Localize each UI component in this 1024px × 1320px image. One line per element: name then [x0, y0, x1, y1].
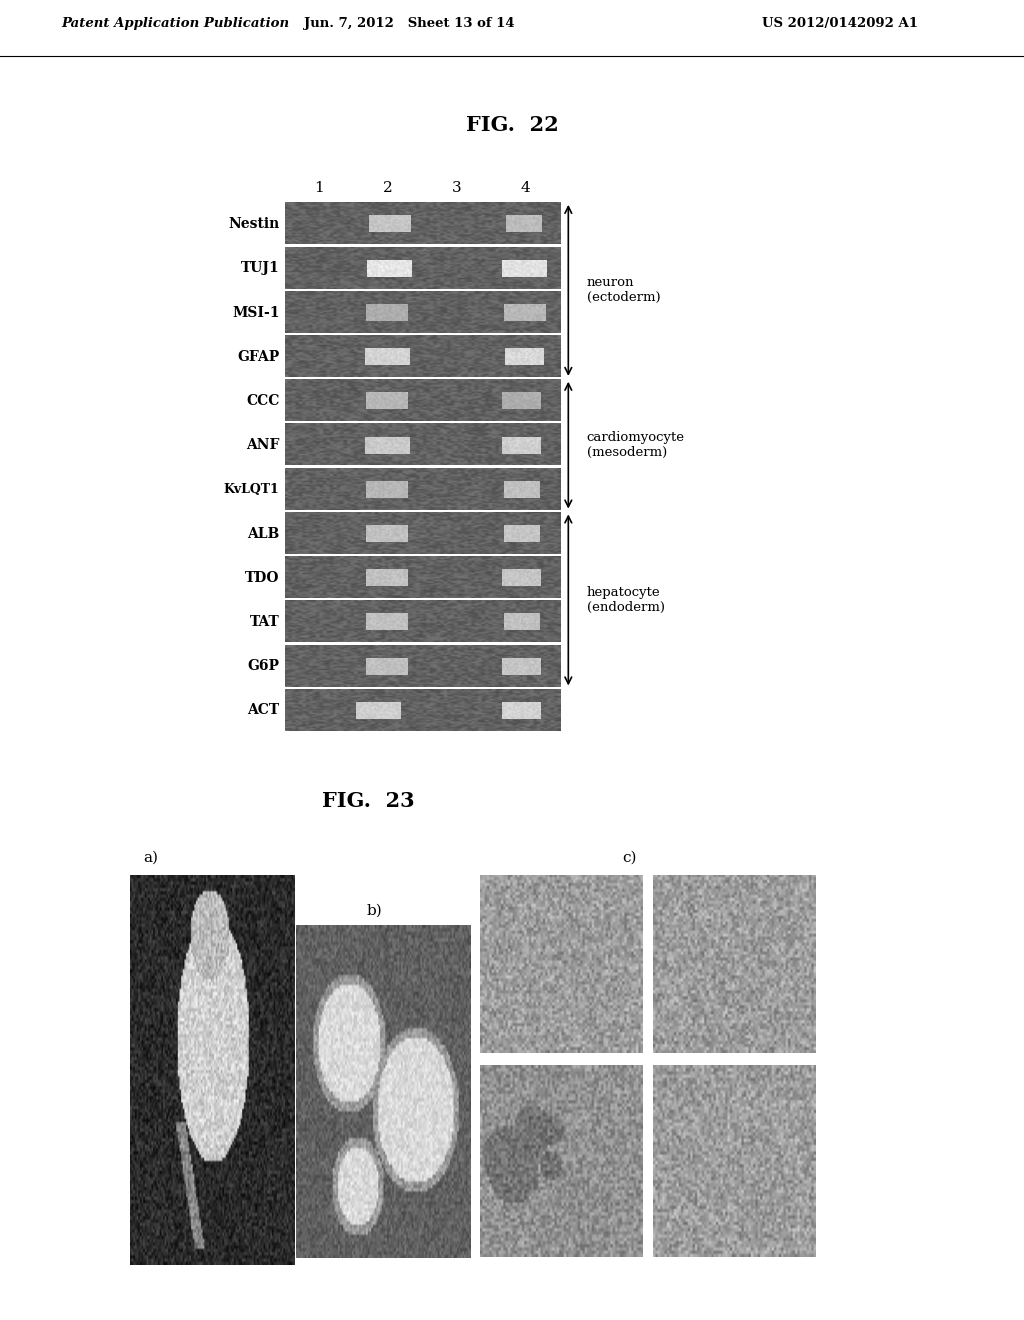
Text: b): b) [367, 904, 382, 917]
Text: a): a) [143, 851, 159, 865]
Text: cardiomyocyte
(mesoderm): cardiomyocyte (mesoderm) [587, 432, 685, 459]
Text: ACT: ACT [248, 704, 280, 718]
Text: TDO: TDO [245, 570, 280, 585]
Text: 1: 1 [314, 181, 324, 195]
Text: 3: 3 [452, 181, 462, 195]
Text: ALB: ALB [248, 527, 280, 541]
Text: 2: 2 [383, 181, 393, 195]
Text: ANF: ANF [246, 438, 280, 453]
Text: FIG.  23: FIG. 23 [323, 791, 415, 812]
Text: Nestin: Nestin [228, 216, 280, 231]
Text: KvLQT1: KvLQT1 [224, 483, 280, 496]
Text: TAT: TAT [250, 615, 280, 630]
Text: FIG.  22: FIG. 22 [466, 115, 558, 136]
Text: TUJ1: TUJ1 [241, 261, 280, 276]
Text: hepatocyte
(endoderm): hepatocyte (endoderm) [587, 586, 665, 614]
Text: neuron
(ectoderm): neuron (ectoderm) [587, 276, 660, 305]
Text: G6P: G6P [248, 659, 280, 673]
Text: CCC: CCC [246, 393, 280, 408]
Text: Jun. 7, 2012   Sheet 13 of 14: Jun. 7, 2012 Sheet 13 of 14 [304, 17, 515, 30]
Text: c): c) [623, 851, 637, 865]
Text: Patent Application Publication: Patent Application Publication [61, 17, 290, 30]
Text: GFAP: GFAP [238, 350, 280, 364]
Text: MSI-1: MSI-1 [232, 305, 280, 319]
Text: 4: 4 [521, 181, 530, 195]
Text: US 2012/0142092 A1: US 2012/0142092 A1 [762, 17, 918, 30]
